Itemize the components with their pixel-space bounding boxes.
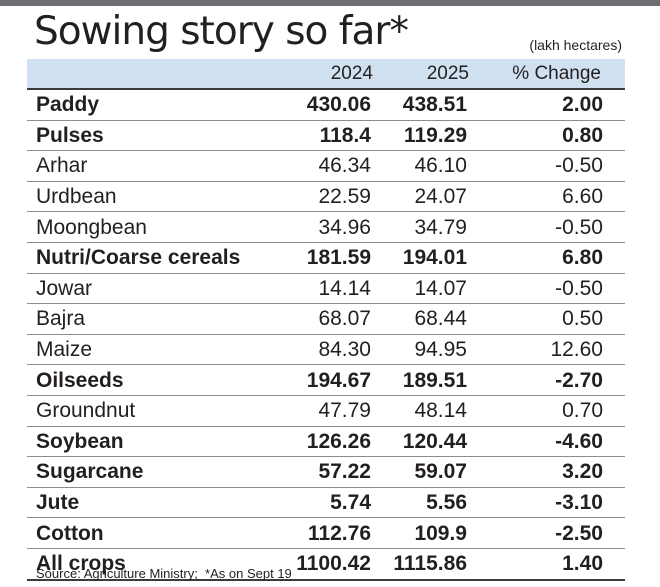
value-2025-cell: 94.95 <box>391 334 505 366</box>
percent-change-cell: 2.00 <box>505 89 625 121</box>
percent-change-cell: 6.60 <box>505 181 625 213</box>
value-2025-cell: 24.07 <box>391 181 505 213</box>
value-2025-cell: 14.07 <box>391 273 505 305</box>
value-2024-cell: 84.30 <box>281 334 391 366</box>
percent-change-cell: 0.50 <box>505 303 625 335</box>
value-2024-cell: 1100.42 <box>281 548 391 581</box>
crop-name-cell: Soybean <box>27 426 281 458</box>
value-2025-cell: 119.29 <box>391 120 505 152</box>
table-row: Soybean 126.26 120.44 -4.60 <box>27 426 625 458</box>
value-2025-cell: 34.79 <box>391 211 505 243</box>
percent-change-cell: -3.10 <box>505 487 625 519</box>
value-2024-cell: 34.96 <box>281 211 391 243</box>
value-2024-cell: 14.14 <box>281 273 391 305</box>
header-crop <box>27 59 281 90</box>
crop-name-cell: Nutri/Coarse cereals <box>27 242 281 274</box>
table-row: Groundnut 47.79 48.14 0.70 <box>27 395 625 427</box>
header-percent-change: % Change <box>505 59 625 90</box>
table-row: Moongbean 34.96 34.79 -0.50 <box>27 211 625 243</box>
value-2024-cell: 47.79 <box>281 395 391 427</box>
value-2024-cell: 57.22 <box>281 456 391 488</box>
source-note: Source: Agriculture Ministry; *As on Sep… <box>36 566 292 581</box>
value-2025-cell: 1115.86 <box>391 548 505 581</box>
crop-name-cell: Oilseeds <box>27 364 281 396</box>
value-2025-cell: 194.01 <box>391 242 505 274</box>
table-row: Bajra 68.07 68.44 0.50 <box>27 303 625 335</box>
percent-change-cell: -4.60 <box>505 426 625 458</box>
value-2025-cell: 438.51 <box>391 89 505 121</box>
value-2024-cell: 194.67 <box>281 364 391 396</box>
crop-name-cell: Moongbean <box>27 211 281 243</box>
percent-change-cell: -0.50 <box>505 150 625 182</box>
crop-name-cell: Cotton <box>27 517 281 549</box>
crop-name-cell: Pulses <box>27 120 281 152</box>
value-2025-cell: 68.44 <box>391 303 505 335</box>
table-row: All crops 1100.42 1115.86 1.40 <box>27 548 625 581</box>
percent-change-cell: 12.60 <box>505 334 625 366</box>
crop-name-cell: Jowar <box>27 273 281 305</box>
table-row: Cotton 112.76 109.9 -2.50 <box>27 517 625 549</box>
crop-name-cell: Maize <box>27 334 281 366</box>
percent-change-cell: 0.70 <box>505 395 625 427</box>
value-2025-cell: 109.9 <box>391 517 505 549</box>
page-title: Sowing story so far* <box>34 9 409 54</box>
table-row: Sugarcane 57.22 59.07 3.20 <box>27 456 625 488</box>
value-2024-cell: 68.07 <box>281 303 391 335</box>
top-rule <box>0 0 660 6</box>
percent-change-cell: -2.70 <box>505 364 625 396</box>
crop-name-cell: Jute <box>27 487 281 519</box>
value-2024-cell: 22.59 <box>281 181 391 213</box>
value-2024-cell: 5.74 <box>281 487 391 519</box>
table-row: Jute 5.74 5.56 -3.10 <box>27 487 625 519</box>
table-row: Nutri/Coarse cereals 181.59 194.01 6.80 <box>27 242 625 274</box>
value-2025-cell: 120.44 <box>391 426 505 458</box>
value-2024-cell: 181.59 <box>281 242 391 274</box>
value-2024-cell: 112.76 <box>281 517 391 549</box>
table-row: Maize 84.30 94.95 12.60 <box>27 334 625 366</box>
percent-change-cell: 6.80 <box>505 242 625 274</box>
percent-change-cell: 3.20 <box>505 456 625 488</box>
percent-change-cell: -0.50 <box>505 273 625 305</box>
header-row: 2024 2025 % Change <box>27 59 625 90</box>
table-row: Jowar 14.14 14.07 -0.50 <box>27 273 625 305</box>
value-2024-cell: 430.06 <box>281 89 391 121</box>
table-header: 2024 2025 % Change <box>27 59 625 90</box>
unit-label: (lakh hectares) <box>529 37 622 53</box>
crop-name-cell: Groundnut <box>27 395 281 427</box>
value-2025-cell: 59.07 <box>391 456 505 488</box>
crop-name-cell: Sugarcane <box>27 456 281 488</box>
header-2025: 2025 <box>391 59 505 90</box>
crop-name-cell: Bajra <box>27 303 281 335</box>
crop-name-cell: All crops <box>27 548 281 581</box>
value-2024-cell: 126.26 <box>281 426 391 458</box>
header-2024: 2024 <box>281 59 391 90</box>
value-2025-cell: 189.51 <box>391 364 505 396</box>
table-row: Arhar 46.34 46.10 -0.50 <box>27 150 625 182</box>
crop-name-cell: Arhar <box>27 150 281 182</box>
table-row: Urdbean 22.59 24.07 6.60 <box>27 181 625 213</box>
crop-name-cell: Paddy <box>27 89 281 121</box>
percent-change-cell: 0.80 <box>505 120 625 152</box>
value-2024-cell: 46.34 <box>281 150 391 182</box>
table-row: Paddy 430.06 438.51 2.00 <box>27 89 625 121</box>
table-body: Paddy 430.06 438.51 2.00 Pulses 118.4 119.29 0.… <box>27 89 625 581</box>
table-row: Pulses 118.4 119.29 0.80 <box>27 120 625 152</box>
percent-change-cell: -0.50 <box>505 211 625 243</box>
sowing-table: 2024 2025 % Change Paddy 430.06 438.51 2.00… <box>27 59 625 581</box>
crop-name-cell: Urdbean <box>27 181 281 213</box>
percent-change-cell: -2.50 <box>505 517 625 549</box>
table-row: Oilseeds 194.67 189.51 -2.70 <box>27 364 625 396</box>
value-2024-cell: 118.4 <box>281 120 391 152</box>
value-2025-cell: 46.10 <box>391 150 505 182</box>
percent-change-cell: 1.40 <box>505 548 625 581</box>
value-2025-cell: 48.14 <box>391 395 505 427</box>
value-2025-cell: 5.56 <box>391 487 505 519</box>
